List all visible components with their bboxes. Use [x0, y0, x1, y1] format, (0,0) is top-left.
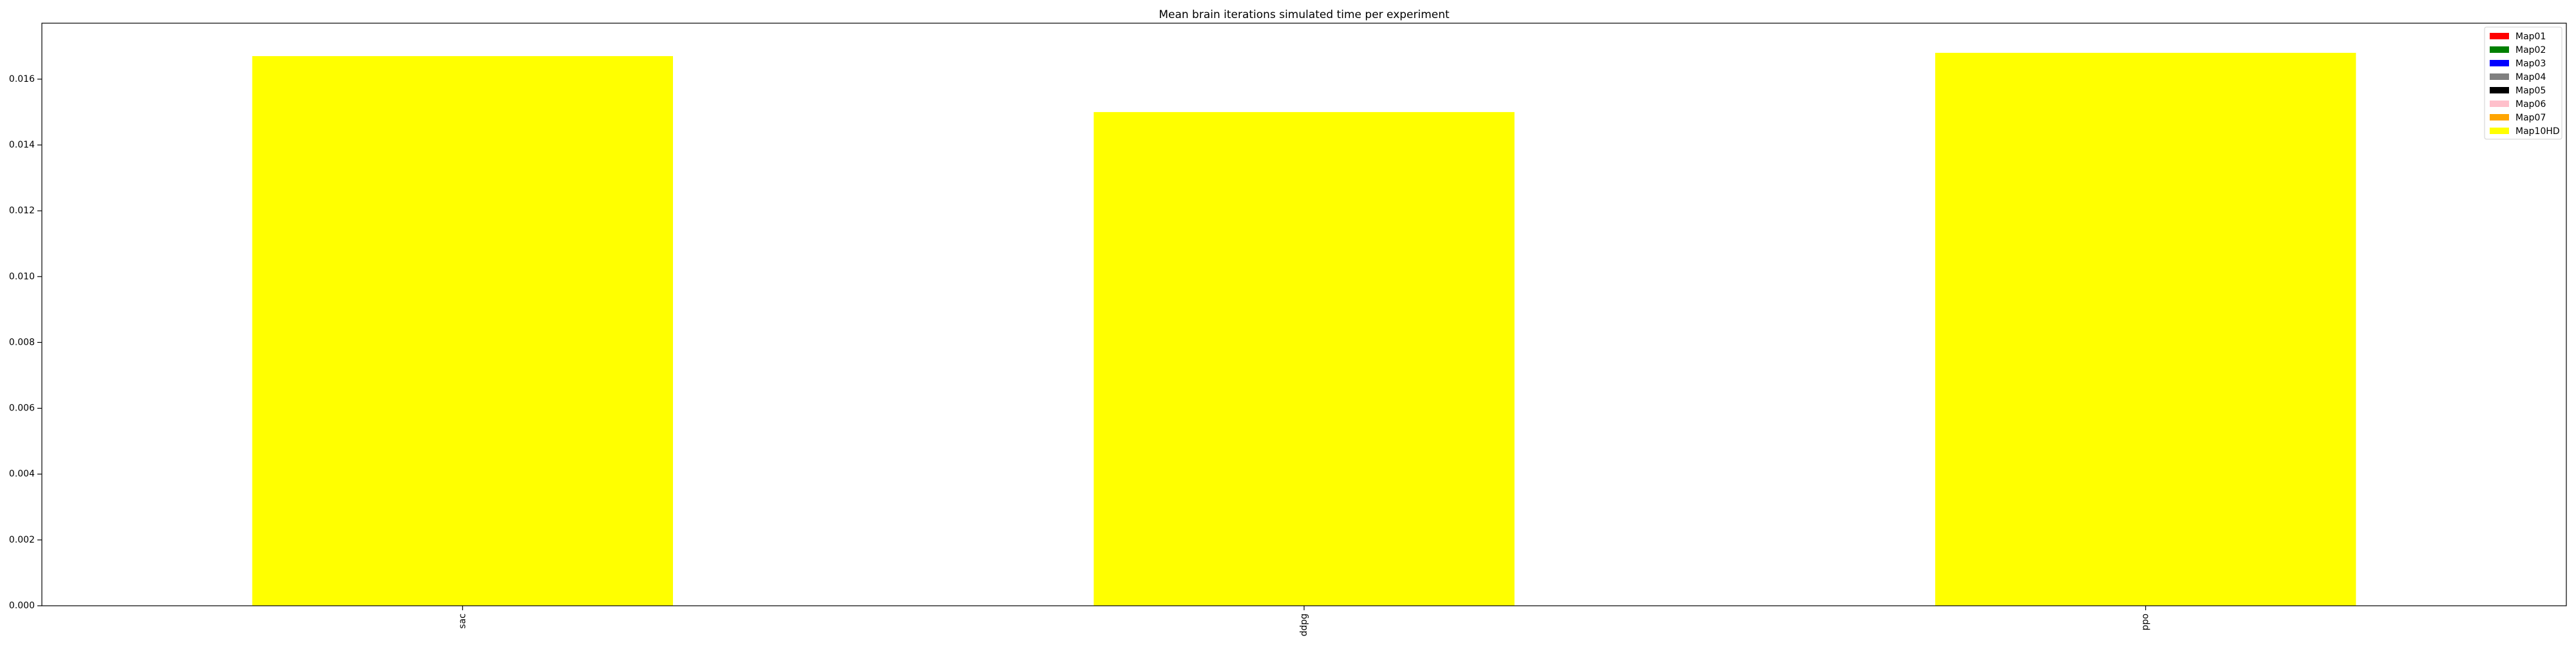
- legend-label-map06: Map06: [2515, 99, 2546, 110]
- legend-label-map01: Map01: [2515, 32, 2546, 42]
- legend-label-map10hd: Map10HD: [2515, 126, 2560, 137]
- legend-swatch-map07: [2490, 114, 2509, 121]
- legend-label-map03: Map03: [2515, 59, 2546, 69]
- x-axis: sac ddpg ppo: [457, 606, 2151, 637]
- x-tick-label-ppo: ppo: [2141, 613, 2151, 630]
- y-axis: 0.000 0.002 0.004 0.006 0.008 0.010 0.012 0.014…: [9, 74, 42, 611]
- legend-swatch-map03: [2490, 60, 2509, 66]
- legend-swatch-map10hd: [2490, 128, 2509, 134]
- x-tick-label-ddpg: ddpg: [1299, 613, 1309, 637]
- legend-swatch-map04: [2490, 73, 2509, 80]
- y-tick-label: 0.006: [9, 403, 35, 414]
- bar-sac-map10hd: [252, 56, 674, 606]
- x-tick-label-sac: sac: [457, 613, 468, 629]
- y-tick-label: 0.008: [9, 337, 35, 347]
- legend-label-map04: Map04: [2515, 72, 2546, 82]
- y-tick-label: 0.010: [9, 271, 35, 282]
- legend-swatch-map01: [2490, 33, 2509, 39]
- legend-swatch-map05: [2490, 87, 2509, 93]
- y-tick-label: 0.012: [9, 206, 35, 216]
- legend-box: [2484, 26, 2562, 140]
- y-tick-label: 0.014: [9, 140, 35, 150]
- legend-swatch-map02: [2490, 46, 2509, 53]
- y-tick-label: 0.016: [9, 74, 35, 84]
- legend-label-map05: Map05: [2515, 86, 2546, 96]
- legend-swatch-map06: [2490, 101, 2509, 107]
- y-tick-label: 0.004: [9, 469, 35, 479]
- legend-label-map07: Map07: [2515, 113, 2546, 123]
- y-tick-label: 0.000: [9, 601, 35, 611]
- bar-ppo-map10hd: [1935, 52, 2356, 606]
- legend-label-map02: Map02: [2515, 45, 2546, 55]
- chart-title: Mean brain iterations simulated time per…: [1159, 8, 1450, 21]
- y-tick-label: 0.002: [9, 535, 35, 545]
- plot-area: [41, 23, 2567, 606]
- legend: Map01 Map02 Map03 Map04 Map05 Map06 Map07 Map10…: [2484, 26, 2562, 140]
- bar-ddpg-map10hd: [1094, 111, 1515, 606]
